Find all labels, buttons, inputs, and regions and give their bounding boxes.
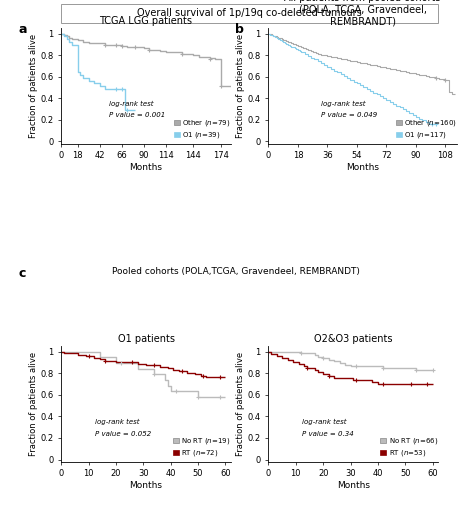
Title: O2&O3 patients: O2&O3 patients [314, 334, 392, 344]
X-axis label: Months: Months [346, 163, 379, 172]
X-axis label: Months: Months [337, 481, 370, 490]
Text: P value = 0.052: P value = 0.052 [95, 430, 151, 437]
Y-axis label: Fraction of patients alive: Fraction of patients alive [29, 352, 38, 456]
Text: P value = 0.049: P value = 0.049 [321, 112, 377, 119]
Text: P value = 0.34: P value = 0.34 [302, 430, 354, 437]
Y-axis label: Fraction of patients alive: Fraction of patients alive [29, 34, 38, 138]
Text: c: c [19, 267, 26, 280]
X-axis label: Months: Months [130, 481, 162, 490]
Text: P value = 0.001: P value = 0.001 [109, 112, 165, 119]
Text: Overall survival of 1p/19q co-deleted tumours: Overall survival of 1p/19q co-deleted tu… [137, 8, 362, 18]
Text: log-rank test: log-rank test [321, 101, 365, 107]
Legend: No RT ($n$=19), RT ($n$=72): No RT ($n$=19), RT ($n$=72) [173, 436, 231, 458]
X-axis label: Months: Months [130, 163, 162, 172]
Legend: No RT ($n$=66), RT ($n$=53): No RT ($n$=66), RT ($n$=53) [381, 436, 438, 458]
Text: b: b [236, 23, 244, 36]
Y-axis label: Fraction of patients alive: Fraction of patients alive [236, 34, 245, 138]
Legend: Other ($n$=160), O1 ($n$=117): Other ($n$=160), O1 ($n$=117) [396, 118, 457, 140]
Title: O1 patients: O1 patients [117, 334, 175, 344]
Text: a: a [19, 23, 27, 36]
Text: Pooled cohorts (POLA,TCGA, Gravendeel, REMBRANDT): Pooled cohorts (POLA,TCGA, Gravendeel, R… [112, 267, 359, 276]
Text: log-rank test: log-rank test [95, 419, 139, 425]
Text: log-rank test: log-rank test [109, 101, 153, 107]
FancyBboxPatch shape [61, 4, 438, 23]
Title: All patients from pooled cohorts
(POLA, TCGA, Gravendeel,
REMBRANDT): All patients from pooled cohorts (POLA, … [284, 0, 441, 26]
Y-axis label: Fraction of patients alive: Fraction of patients alive [236, 352, 245, 456]
Title: TCGA LGG patients: TCGA LGG patients [99, 16, 193, 26]
Text: log-rank test: log-rank test [302, 419, 347, 425]
Legend: Other ($n$=79), O1 ($n$=39): Other ($n$=79), O1 ($n$=39) [174, 118, 231, 140]
